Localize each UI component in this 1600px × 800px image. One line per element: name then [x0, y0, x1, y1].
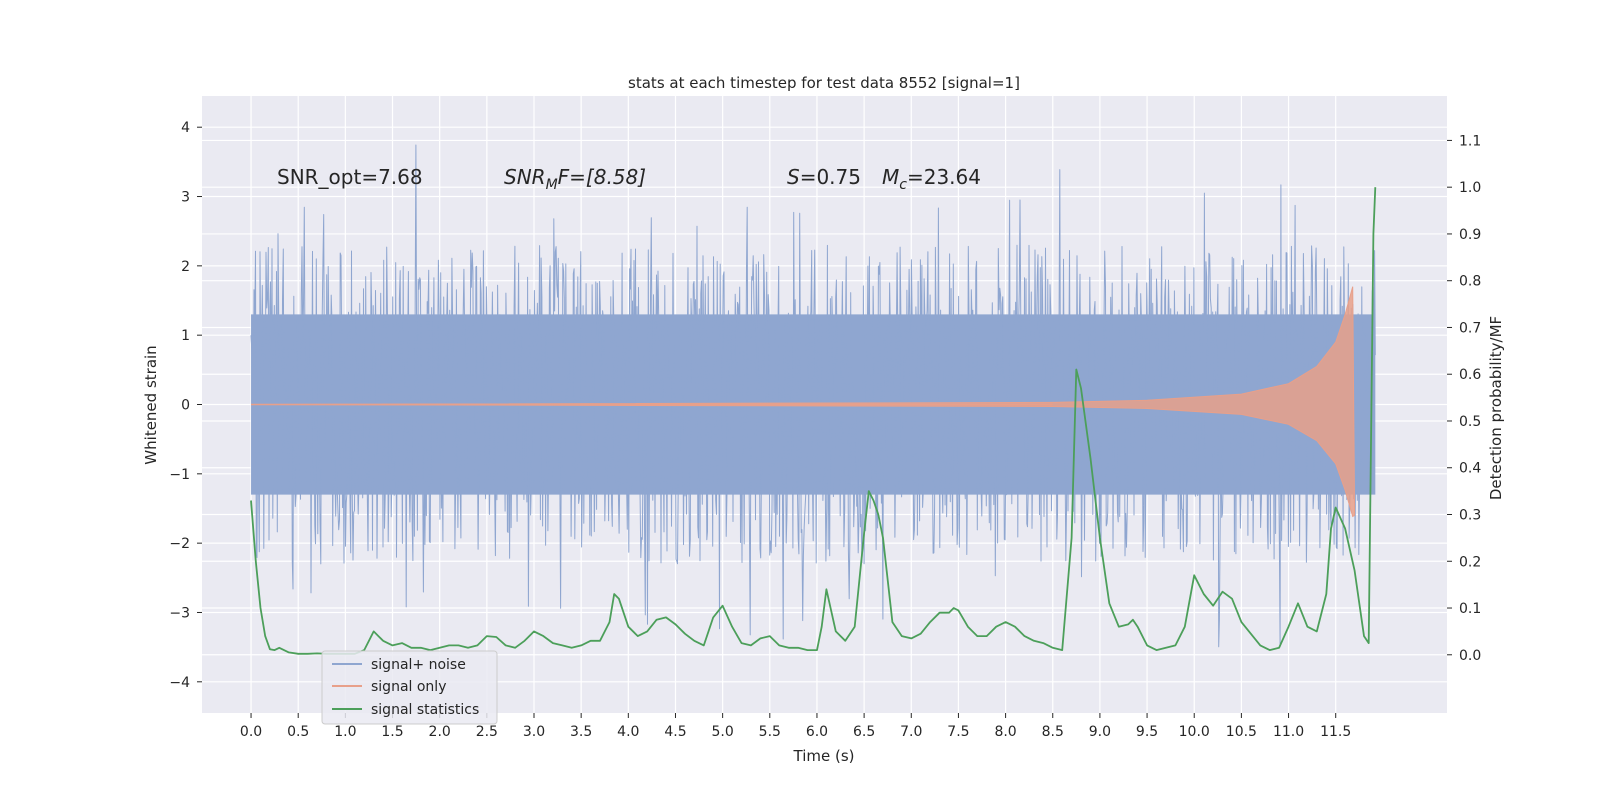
x-tick-label: 11.5 — [1320, 724, 1351, 740]
x-tick-label: 6.0 — [806, 724, 828, 740]
snr-mf-rest: F=[8.58] — [558, 165, 646, 189]
x-tick-label: 5.5 — [759, 724, 781, 740]
x-tick-label: 2.0 — [429, 724, 451, 740]
y-left-tick-label: −3 — [169, 605, 190, 621]
x-tick-label: 4.0 — [617, 724, 639, 740]
signal-only-envelope — [250, 286, 1356, 518]
y-right-tick-label: 0.9 — [1459, 227, 1481, 243]
x-tick-label: 4.5 — [664, 724, 686, 740]
right-y-axis-label: Detection probability/MF — [1487, 316, 1505, 500]
x-tick-label: 1.5 — [381, 724, 403, 740]
legend: signal+ noise signal only signal statist… — [321, 650, 498, 725]
y-right-tick-label: 0.6 — [1459, 367, 1481, 383]
annotation-mc: Mc=23.64 — [882, 165, 981, 193]
y-left-tick-label: 0 — [181, 398, 190, 414]
x-tick-label: 6.5 — [853, 724, 875, 740]
annotation-snr-mf: SNRMF=[8.58] — [504, 165, 646, 193]
x-axis-ticks: 0.0 0.5 1.0 1.5 2.0 2.5 3.0 3.5 4.0 4.5 5.0 5.5 6.0 6… — [240, 713, 1351, 740]
x-tick-label: 3.5 — [570, 724, 592, 740]
x-tick-label: 9.5 — [1136, 724, 1158, 740]
right-y-axis-ticks: 1.1 1.0 0.9 0.8 0.7 0.6 0.5 0.4 0.3 0.2 0.1 0.0 — [1447, 133, 1481, 664]
x-tick-label: 10.5 — [1226, 724, 1257, 740]
legend-label-signal-statistics: signal statistics — [371, 702, 479, 718]
legend-label-signal-only: signal only — [371, 679, 446, 695]
y-right-tick-label: 0.8 — [1459, 274, 1481, 290]
x-tick-label: 9.0 — [1089, 724, 1111, 740]
annotation-snr-opt: SNR_opt=7.68 — [277, 165, 423, 189]
left-y-axis-label: Whitened strain — [142, 345, 160, 464]
y-left-tick-label: 1 — [181, 328, 190, 344]
x-tick-label: 7.0 — [900, 724, 922, 740]
left-y-axis-ticks: 4 3 2 1 0 −1 −2 −3 −4 — [169, 120, 202, 691]
mc-variable: M — [882, 165, 899, 189]
noise-trace — [250, 144, 1376, 648]
y-left-tick-label: 4 — [181, 120, 190, 136]
legend-label-signal-noise: signal+ noise — [371, 657, 466, 673]
y-right-tick-label: 1.0 — [1459, 180, 1481, 196]
x-tick-label: 10.0 — [1179, 724, 1210, 740]
y-right-tick-label: 0.2 — [1459, 554, 1481, 570]
y-right-tick-label: 0.5 — [1459, 414, 1481, 430]
x-tick-label: 2.5 — [476, 724, 498, 740]
x-tick-label: 3.0 — [523, 724, 545, 740]
mc-value: =23.64 — [907, 165, 981, 189]
y-right-tick-label: 1.1 — [1459, 133, 1481, 149]
y-left-tick-label: −2 — [169, 536, 190, 552]
signal-statistics-line — [250, 187, 1377, 655]
x-tick-label: 7.5 — [947, 724, 969, 740]
signal-only-series — [250, 286, 1356, 518]
x-tick-label: 8.5 — [1042, 724, 1064, 740]
annotation-s: S=0.75 — [787, 165, 861, 189]
snr-mf-subscript: M — [546, 177, 558, 193]
y-right-tick-label: 0.4 — [1459, 461, 1481, 477]
chart-title: stats at each timestep for test data 855… — [628, 74, 1020, 92]
y-right-tick-label: 0.3 — [1459, 508, 1481, 524]
x-tick-label: 8.0 — [994, 724, 1016, 740]
s-value: =0.75 — [800, 165, 861, 189]
legend-box — [321, 650, 498, 725]
snr-mf-prefix: SNR — [504, 165, 546, 189]
y-right-tick-label: 0.1 — [1459, 601, 1481, 617]
x-tick-label: 5.0 — [712, 724, 734, 740]
y-right-tick-label: 0.0 — [1459, 648, 1481, 664]
x-tick-label: 0.5 — [287, 724, 309, 740]
signal-statistics-series — [250, 187, 1377, 655]
x-tick-label: 11.0 — [1273, 724, 1304, 740]
mc-subscript: c — [899, 177, 907, 193]
y-left-tick-label: −4 — [169, 675, 190, 691]
y-right-tick-label: 0.7 — [1459, 320, 1481, 336]
x-tick-label: 0.0 — [240, 724, 262, 740]
y-left-tick-label: 3 — [181, 190, 190, 206]
s-variable: S — [787, 165, 800, 189]
x-axis-label: Time (s) — [793, 747, 855, 765]
y-left-tick-label: 2 — [181, 259, 190, 275]
x-tick-label: 1.0 — [334, 724, 356, 740]
y-left-tick-label: −1 — [169, 467, 190, 483]
